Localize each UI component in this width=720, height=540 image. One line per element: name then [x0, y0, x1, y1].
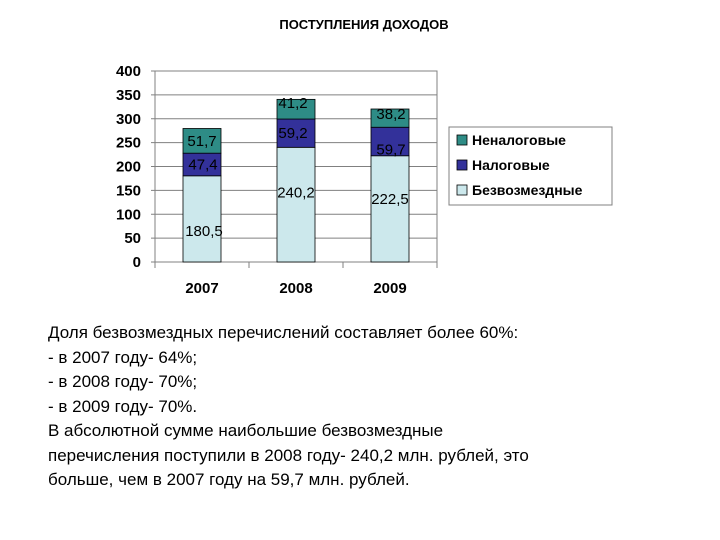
y-tick-label: 100	[116, 206, 141, 223]
legend-label: Неналоговые	[472, 132, 566, 148]
y-tick-label: 250	[116, 135, 141, 152]
y-tick-label: 150	[116, 182, 141, 199]
x-tick-label: 2009	[373, 280, 406, 297]
y-tick-label: 350	[116, 87, 141, 104]
x-tick-label: 2007	[185, 280, 218, 297]
y-tick-label: 0	[133, 254, 141, 271]
data-label: 59,2	[278, 125, 307, 142]
bar-segment	[182, 175, 222, 263]
summary-line: - в 2009 году- 70%.	[48, 396, 198, 416]
summary-line: В абсолютной сумме наибольшие безвозмезд…	[48, 421, 444, 440]
summary-text: Доля безвозмездных перечислений составля…	[48, 321, 688, 493]
revenue-chart: ПОСТУПЛЕНИЯ ДОХОДОВ 0 50 100 150 200 250 300 350…	[116, 17, 613, 297]
legend-swatch	[456, 134, 468, 146]
data-label: 41,2	[278, 95, 307, 112]
bar-segment	[276, 146, 316, 263]
data-label: 240,2	[277, 185, 315, 202]
legend-swatch	[456, 184, 468, 196]
data-label: 38,2	[376, 106, 405, 123]
legend-label: Безвозмездные	[472, 182, 583, 198]
y-tick-label: 50	[124, 230, 141, 247]
summary-line: перечисления поступили в 2008 году- 240,…	[48, 445, 529, 465]
bar-segment	[182, 128, 222, 154]
bar-segment	[370, 155, 410, 263]
data-label: 222,5	[371, 191, 409, 208]
data-label: 59,7	[376, 142, 405, 159]
legend-swatch	[456, 159, 468, 171]
summary-line: - в 2007 году- 64%;	[48, 347, 198, 367]
summary-line: - в 2008 году- 70%;	[48, 372, 198, 391]
data-label: 51,7	[187, 133, 216, 150]
data-label: 47,4	[188, 156, 217, 173]
y-tick-label: 300	[116, 111, 141, 128]
bar-segment	[370, 108, 410, 128]
legend-box	[448, 126, 613, 206]
summary-line: больше, чем в 2007 году на 59,7 млн. руб…	[48, 470, 410, 489]
data-label: 180,5	[185, 223, 223, 240]
x-tick-label: 2008	[279, 280, 312, 297]
y-tick-label: 400	[116, 63, 141, 80]
legend-label: Налоговые	[472, 157, 550, 173]
summary-line: Доля безвозмездных перечислений составля…	[48, 323, 519, 342]
bar-segment	[276, 98, 316, 120]
chart-title: ПОСТУПЛЕНИЯ ДОХОДОВ	[279, 17, 448, 32]
y-tick-label: 200	[116, 159, 141, 176]
